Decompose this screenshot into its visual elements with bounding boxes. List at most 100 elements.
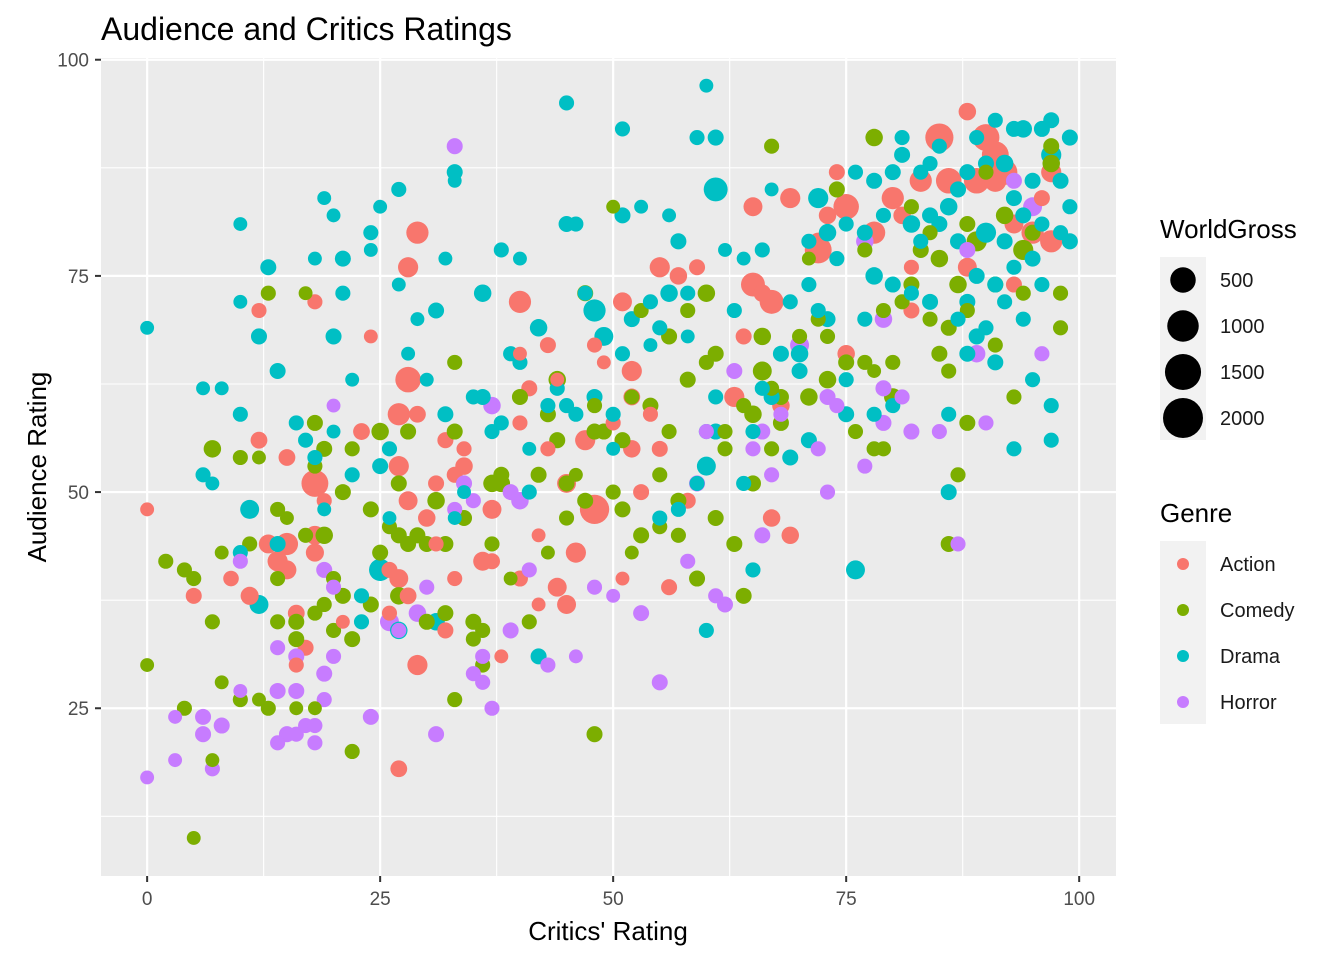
point-action [418,509,436,527]
point-comedy [875,302,892,319]
y-axis-title: Audience Rating [22,372,52,563]
size-legend-key [1167,310,1199,342]
point-horror [810,441,826,457]
point-horror [326,398,341,413]
point-comedy [577,492,594,509]
point-drama [1052,225,1069,241]
point-action [390,760,408,778]
point-action [398,491,418,511]
point-comedy [1015,285,1031,301]
point-horror [475,674,491,690]
point-action [508,290,532,313]
point-drama [529,319,548,337]
point-drama [419,372,434,387]
point-horror [959,241,976,258]
point-drama [847,164,864,180]
point-action [353,423,370,440]
point-comedy [540,545,555,560]
point-action [539,337,556,354]
point-action [513,346,527,361]
point-drama [1062,199,1078,215]
point-drama [689,475,705,491]
point-horror [391,622,407,638]
point-drama [1015,207,1032,224]
point-drama [522,441,537,456]
point-drama [707,129,724,146]
data-points [140,78,1078,845]
point-action [251,302,267,319]
point-horror [698,423,714,440]
point-comedy [689,570,706,587]
point-horror [288,682,305,699]
point-comedy [390,475,407,492]
size-legend-label: 500 [1220,270,1253,292]
point-comedy [959,414,976,431]
point-comedy [847,423,864,440]
x-tick-label: 0 [142,889,153,910]
point-drama [903,285,919,301]
point-action [557,595,577,614]
color-legend-label: Comedy [1220,600,1294,622]
point-horror [894,389,910,405]
point-drama [801,276,817,293]
point-action [428,536,444,552]
point-horror [195,708,212,725]
point-drama [1043,112,1060,129]
point-comedy [1052,285,1069,301]
point-drama [326,424,341,439]
point-comedy [260,700,276,716]
point-drama [233,294,248,309]
point-drama [493,415,509,431]
point-horror [446,138,463,155]
point-drama [670,233,687,250]
point-comedy [680,302,696,319]
point-action [185,587,202,604]
point-drama [335,285,351,301]
point-comedy [279,511,294,525]
point-drama [307,449,323,466]
point-drama [652,320,668,336]
point-drama [660,284,678,302]
point-drama [670,501,686,517]
point-comedy [950,467,966,483]
point-action [780,187,801,209]
point-horror [726,363,743,380]
point-drama [857,311,873,327]
point-action [398,257,419,278]
point-action [881,186,904,210]
point-drama [662,208,677,223]
point-drama [606,441,621,456]
point-horror [362,708,379,725]
point-comedy [186,831,201,845]
point-comedy [679,371,696,388]
point-drama [818,223,837,242]
point-comedy [158,553,174,569]
y-axis-ticks: 25 50 75 100 [57,51,101,720]
size-legend-key [1170,267,1196,293]
point-horror [168,709,183,724]
point-drama [381,441,398,457]
point-drama [866,172,883,189]
point-comedy [418,613,435,630]
point-drama [1034,216,1050,232]
point-horror [606,588,621,603]
point-drama [410,312,425,327]
point-horror [428,726,445,743]
point-drama [987,354,1004,371]
point-comedy [987,337,1003,353]
point-comedy [1043,138,1060,155]
point-drama [959,164,976,181]
point-action [305,543,324,562]
point-comedy [521,614,537,630]
point-action [596,355,611,370]
point-drama [1005,190,1022,207]
point-comedy [652,467,668,483]
point-comedy [446,423,463,440]
point-drama [473,284,492,302]
point-comedy [214,545,229,560]
point-drama [941,406,957,422]
point-action [615,571,630,586]
point-comedy [511,388,528,405]
point-comedy [605,484,621,500]
point-action [428,475,445,492]
